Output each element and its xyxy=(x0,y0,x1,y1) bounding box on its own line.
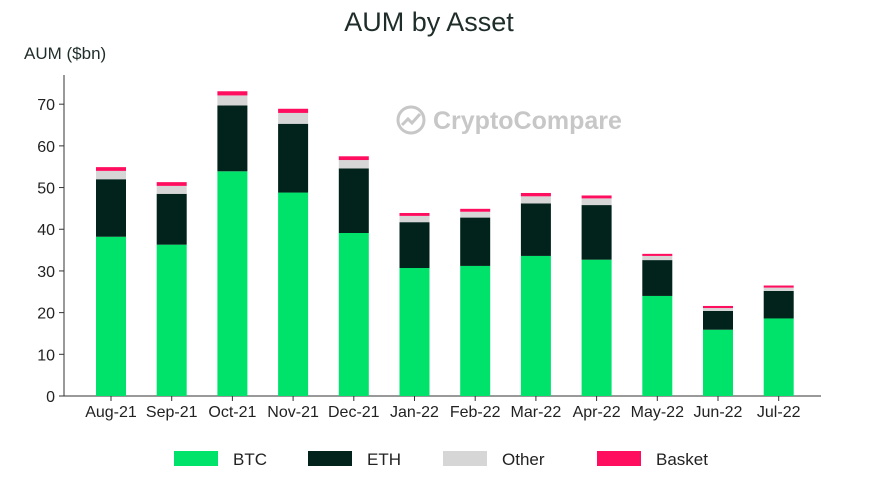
x-tick-label: Dec-21 xyxy=(328,404,380,421)
x-tick-label: Jul-22 xyxy=(757,404,801,421)
x-tick-label: Aug-21 xyxy=(85,404,137,421)
bar-eth-jul-22 xyxy=(763,290,794,319)
watermark-text: CryptoCompare xyxy=(433,107,622,135)
bar-btc-feb-22 xyxy=(460,265,491,396)
bar-other-jul-22 xyxy=(763,287,794,291)
bar-other-nov-21 xyxy=(278,112,309,124)
x-tick-label: May-22 xyxy=(631,404,684,421)
bar-other-jan-22 xyxy=(399,215,430,223)
bar-eth-nov-21 xyxy=(278,123,309,193)
bar-btc-nov-21 xyxy=(278,192,309,396)
plot-area: 0 10 20 30 40 50 60 70 Aug-21 Sep-21 Oct-21 Nov-21 D… xyxy=(37,75,821,421)
legend-swatch-basket xyxy=(597,451,641,466)
x-tick-label: Mar-22 xyxy=(511,404,562,421)
legend-label-eth: ETH xyxy=(367,450,401,469)
bar-basket-jan-22 xyxy=(399,212,430,216)
chart-title: AUM by Asset xyxy=(344,7,514,37)
legend-label-basket: Basket xyxy=(656,450,708,469)
bar-btc-oct-21 xyxy=(217,171,248,396)
bar-basket-jun-22 xyxy=(703,305,733,309)
bar-eth-may-22 xyxy=(642,260,673,296)
bar-btc-jun-22 xyxy=(703,329,733,396)
bar-other-mar-22 xyxy=(520,196,551,204)
bar-basket-sep-21 xyxy=(156,182,187,186)
y-tick-label: 60 xyxy=(37,139,55,156)
bar-other-dec-21 xyxy=(338,160,369,169)
bar-other-jun-22 xyxy=(703,308,733,311)
bar-eth-mar-22 xyxy=(520,203,551,256)
y-tick-label: 40 xyxy=(37,222,55,239)
bar-basket-dec-21 xyxy=(338,156,369,161)
watermark: CryptoCompare xyxy=(396,105,622,135)
bar-btc-may-22 xyxy=(642,295,673,396)
bar-other-sep-21 xyxy=(156,185,187,194)
legend-label-other: Other xyxy=(502,450,545,469)
bar-btc-apr-22 xyxy=(581,259,612,396)
bar-basket-feb-22 xyxy=(460,208,491,212)
legend-swatch-other xyxy=(443,451,487,466)
bar-other-apr-22 xyxy=(581,198,612,206)
y-tick-label: 50 xyxy=(37,181,55,198)
y-tick-label: 0 xyxy=(46,389,55,406)
bar-eth-jun-22 xyxy=(703,310,733,330)
bar-btc-aug-21 xyxy=(96,236,126,396)
bar-other-oct-21 xyxy=(217,95,248,106)
legend-swatch-eth xyxy=(308,451,352,466)
bar-btc-dec-21 xyxy=(338,232,369,396)
cryptocompare-logo-icon xyxy=(396,105,426,135)
bar-btc-jul-22 xyxy=(763,318,794,396)
legend: BTC ETH Other Basket xyxy=(174,450,708,469)
bar-btc-mar-22 xyxy=(520,255,551,396)
bar-basket-may-22 xyxy=(642,253,673,256)
x-tick-label: Apr-22 xyxy=(573,404,621,421)
x-tick-label: Oct-21 xyxy=(208,404,256,421)
legend-swatch-btc xyxy=(174,451,218,466)
bar-eth-jan-22 xyxy=(399,222,430,269)
x-tick-label: Jun-22 xyxy=(694,404,743,421)
bar-basket-nov-21 xyxy=(278,108,309,113)
bar-other-feb-22 xyxy=(460,211,491,218)
x-tick-label: Sep-21 xyxy=(146,404,198,421)
bar-btc-sep-21 xyxy=(156,244,187,396)
bar-basket-apr-22 xyxy=(581,195,612,199)
bar-eth-sep-21 xyxy=(156,193,187,245)
bar-eth-apr-22 xyxy=(581,205,612,260)
y-tick-label: 30 xyxy=(37,264,55,281)
bar-basket-aug-21 xyxy=(96,167,126,171)
bar-basket-jul-22 xyxy=(763,285,794,288)
bar-eth-dec-21 xyxy=(338,168,369,233)
x-tick-label: Nov-21 xyxy=(267,404,319,421)
bar-eth-feb-22 xyxy=(460,217,491,266)
y-tick-label: 10 xyxy=(37,347,55,364)
bar-btc-jan-22 xyxy=(399,268,430,396)
bar-other-may-22 xyxy=(642,255,673,261)
bar-basket-oct-21 xyxy=(217,91,248,96)
x-tick-label: Feb-22 xyxy=(450,404,501,421)
bar-eth-aug-21 xyxy=(96,179,126,237)
bar-basket-mar-22 xyxy=(520,192,551,197)
y-tick-label: 20 xyxy=(37,306,55,323)
legend-label-btc: BTC xyxy=(233,450,267,469)
x-tick-label: Jan-22 xyxy=(390,404,439,421)
y-tick-label: 70 xyxy=(37,97,55,114)
bar-eth-oct-21 xyxy=(217,105,248,172)
y-axis-label: AUM ($bn) xyxy=(24,44,106,63)
bar-other-aug-21 xyxy=(96,170,126,180)
